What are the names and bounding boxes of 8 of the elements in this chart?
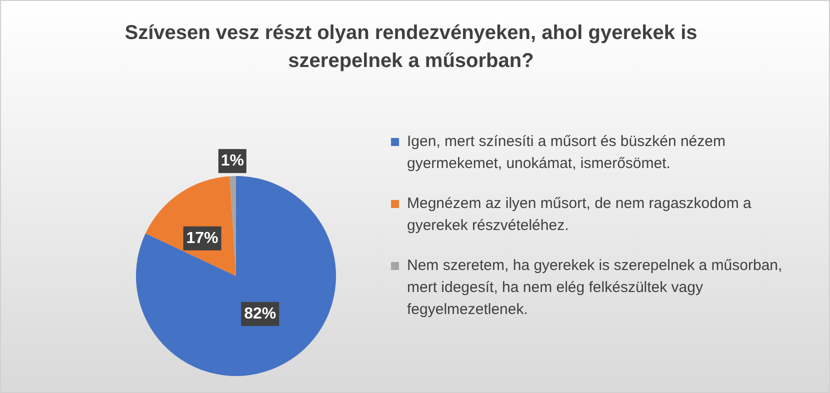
legend-label: Megnézem az ilyen műsort, de nem ragaszkodom a gyerekek részvételéhez. bbox=[407, 194, 752, 236]
legend-label: Igen, mert színesíti a műsort és büszkén nézem gyermekemet, unokámat, ismerősömet. bbox=[407, 132, 726, 174]
chart-title: Szívesen vesz részt olyan rendezvényeken, ahol gyerekek is szerepelnek a műsorban? bbox=[124, 21, 698, 74]
data-label: 82% bbox=[244, 305, 276, 322]
legend-label: Nem szeretem, ha gyerekek is szerepelnek a műsorban, mert idegesít, ha nem elég felkészültek vagy fegyelmezetlenek. bbox=[407, 256, 784, 320]
data-label: 17% bbox=[186, 230, 218, 247]
data-label: 1% bbox=[220, 152, 244, 170]
pie-slice bbox=[136, 176, 336, 376]
